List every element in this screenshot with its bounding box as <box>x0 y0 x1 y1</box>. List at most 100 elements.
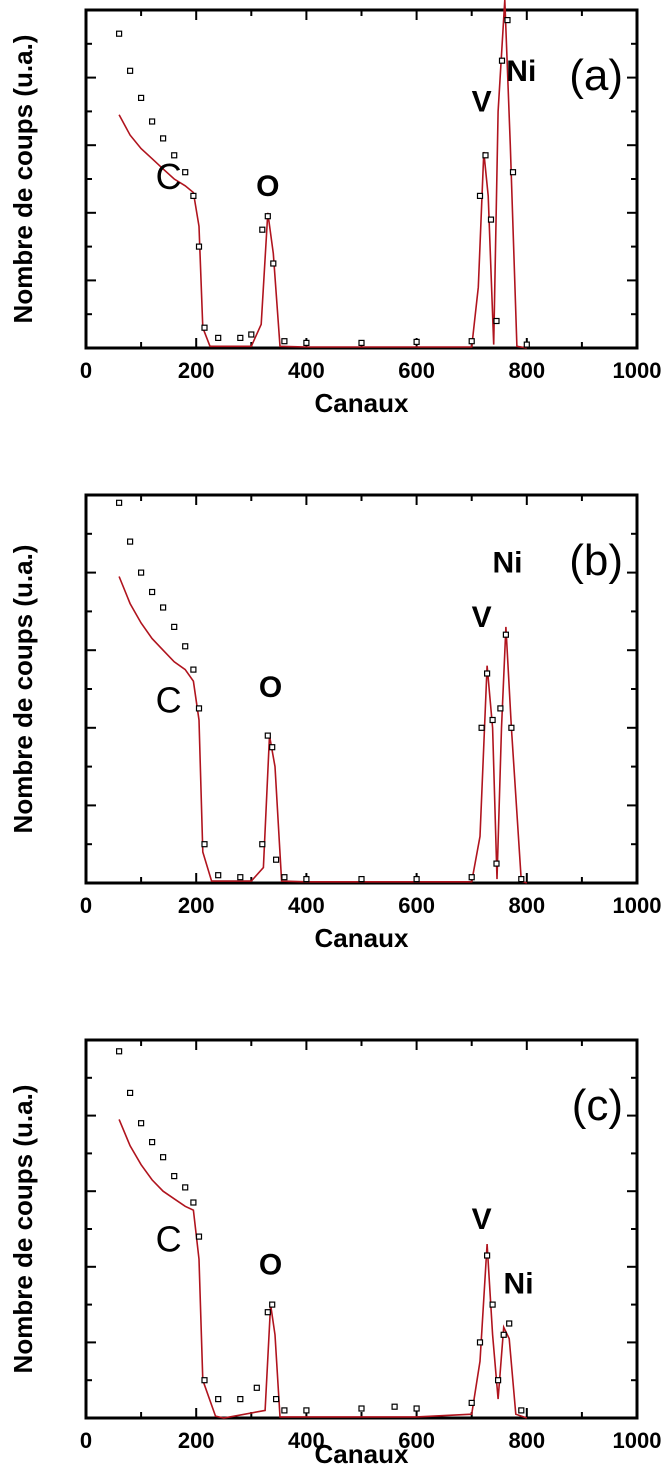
peak-label-ni: Ni <box>506 55 536 88</box>
data-point <box>270 260 277 267</box>
data-point <box>489 1301 496 1308</box>
data-point <box>190 192 197 199</box>
data-point <box>504 17 511 24</box>
data-point <box>468 874 475 881</box>
data-point <box>476 1339 484 1346</box>
data-point <box>497 705 504 712</box>
x-tick-label: 200 <box>178 358 215 383</box>
x-tick-label: 400 <box>288 893 325 918</box>
chart-panel-c: 0 200 400 600 800 1000 Nombre de coups (u.a.) C… <box>8 1038 662 1468</box>
data-point <box>149 1138 156 1146</box>
data-point <box>138 569 145 576</box>
data-point <box>182 1184 189 1191</box>
data-point <box>195 243 203 250</box>
data-point <box>281 1407 288 1414</box>
peak-label-ni: Ni <box>493 547 523 580</box>
data-point <box>190 1199 197 1206</box>
data-point <box>237 334 244 341</box>
data-point <box>303 339 310 346</box>
data-point <box>493 317 500 325</box>
data-point <box>413 338 420 345</box>
peak-label-ni: Ni <box>504 1267 534 1300</box>
data-point <box>182 643 189 650</box>
x-tick-label: 0 <box>80 893 92 918</box>
data-point <box>149 118 156 125</box>
data-point <box>126 1089 134 1097</box>
x-tick-label: 1000 <box>613 1428 662 1453</box>
x-tick-label: 600 <box>398 358 435 383</box>
data-point <box>138 94 145 102</box>
data-point <box>281 338 288 345</box>
x-axis-title: Canaux <box>315 1439 409 1468</box>
x-tick-label: 400 <box>288 1428 325 1453</box>
x-axis-title: Canaux <box>315 388 409 418</box>
data-point <box>171 623 178 631</box>
data-point <box>413 1405 420 1412</box>
data-point <box>498 57 506 64</box>
data-point <box>160 135 167 142</box>
x-tick-label: 600 <box>398 1428 435 1453</box>
peak-label-c: C <box>156 156 182 197</box>
x-tick-label: 0 <box>80 1428 92 1453</box>
data-point <box>160 1154 167 1161</box>
data-point <box>482 152 489 159</box>
data-point <box>138 1120 145 1127</box>
data-point <box>115 499 123 506</box>
data-point <box>264 213 271 220</box>
x-tick-label: 200 <box>178 893 215 918</box>
peak-label-o: O <box>259 671 282 704</box>
data-point <box>195 705 203 712</box>
data-point <box>468 338 475 345</box>
data-point <box>190 666 197 673</box>
data-point <box>506 1320 513 1327</box>
data-point <box>171 1172 178 1180</box>
data-point <box>215 334 222 341</box>
x-tick-label: 1000 <box>613 893 662 918</box>
data-point <box>358 339 365 346</box>
data-point <box>468 1399 475 1407</box>
data-point <box>489 716 496 724</box>
data-point <box>149 588 156 596</box>
data-point <box>303 875 310 883</box>
x-axis-title: Canaux <box>315 923 409 953</box>
data-point <box>487 216 495 223</box>
x-tick-label: 400 <box>288 358 325 383</box>
data-point <box>281 874 288 881</box>
data-point <box>493 860 500 867</box>
data-point <box>273 1395 280 1403</box>
data-point <box>500 1331 507 1338</box>
panel-label: (b) <box>569 536 623 585</box>
data-point <box>237 1395 244 1403</box>
data-point <box>248 331 255 338</box>
data-point <box>413 875 420 883</box>
data-point <box>269 1301 276 1308</box>
x-tick-label: 800 <box>508 1428 545 1453</box>
data-point <box>269 744 276 751</box>
data-point <box>358 1405 365 1412</box>
peak-label-c: C <box>156 679 182 720</box>
data-point <box>264 732 271 739</box>
x-tick-label: 800 <box>508 358 545 383</box>
data-point <box>495 1377 502 1384</box>
peak-label-v: V <box>472 601 492 634</box>
data-point <box>476 192 484 199</box>
data-point <box>201 1377 208 1384</box>
data-point <box>201 841 208 848</box>
x-tick-label: 200 <box>178 1428 215 1453</box>
data-point <box>201 324 208 331</box>
peak-label-v: V <box>472 85 492 118</box>
panel-label: (a) <box>569 51 623 100</box>
data-point <box>484 1252 491 1259</box>
data-point <box>484 670 491 677</box>
data-point <box>195 1233 203 1240</box>
x-tick-label: 0 <box>80 358 92 383</box>
chart-panel-b: 0 200 400 600 800 1000 Nombre de coups (u.a.) C… <box>8 493 662 953</box>
data-point <box>115 30 123 37</box>
data-point <box>518 875 525 883</box>
data-point <box>115 1048 123 1055</box>
chart-panel-a: 0 200 400 600 800 1000 Nombre de coups (u.a.) C… <box>8 0 661 418</box>
data-point <box>523 341 530 348</box>
data-point <box>182 169 189 176</box>
fit-series-line <box>118 0 527 349</box>
